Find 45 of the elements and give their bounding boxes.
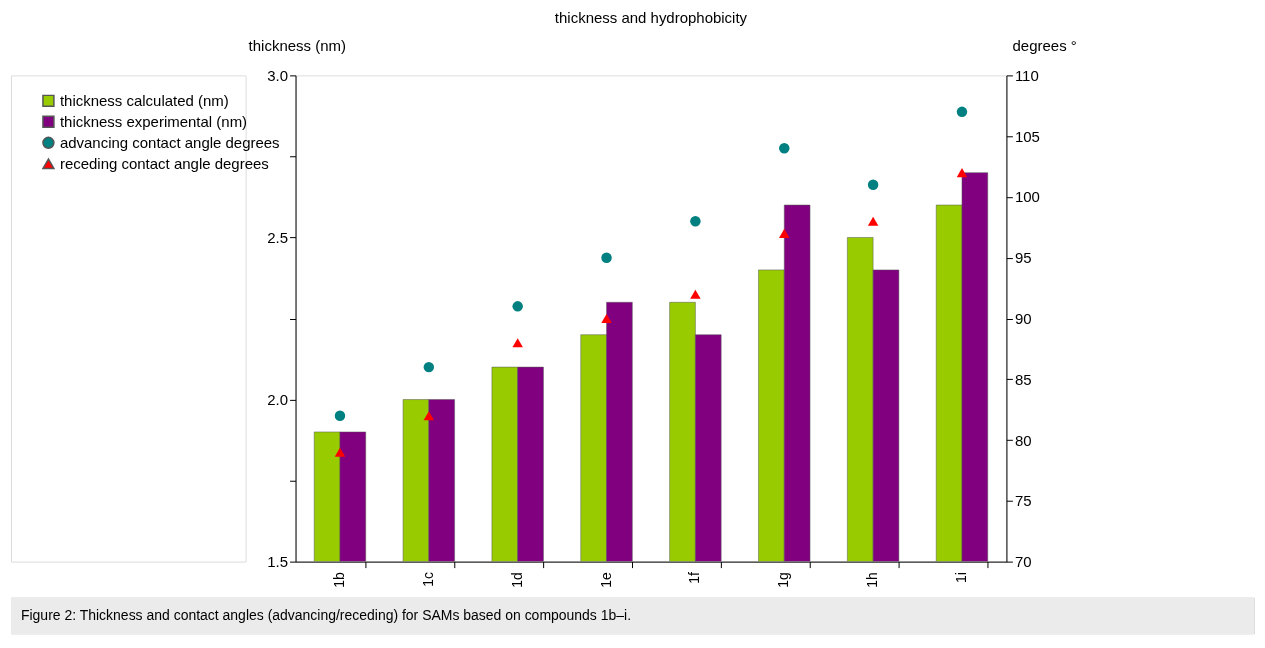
x-tick-label: 1e bbox=[597, 571, 614, 588]
y2-tick-label: 105 bbox=[1014, 127, 1040, 145]
point bbox=[690, 216, 701, 227]
chart-title: thickness and hydrophobicity bbox=[554, 9, 748, 27]
y-tick-label: 1.5 bbox=[267, 553, 289, 571]
x-tick-label: 1d bbox=[508, 572, 525, 588]
y-tick-label: 3.0 bbox=[267, 66, 289, 84]
point bbox=[334, 410, 346, 421]
y2-tick-label: 90 bbox=[1014, 309, 1032, 327]
x-tick-label: 1b bbox=[330, 571, 347, 588]
point bbox=[867, 216, 879, 226]
x-tick-label: 1i bbox=[952, 572, 969, 583]
point bbox=[512, 301, 523, 312]
y-axis-title: thickness (nm) bbox=[248, 36, 346, 54]
legend-label: thickness calculated (nm) bbox=[59, 91, 229, 109]
point bbox=[601, 252, 612, 263]
y-tick-label: 2.0 bbox=[267, 391, 289, 409]
point bbox=[867, 179, 879, 191]
point bbox=[423, 411, 435, 421]
x-tick-label: 1g bbox=[775, 572, 792, 588]
y2-tick-label: 95 bbox=[1014, 249, 1032, 267]
y2-tick-label: 85 bbox=[1014, 370, 1032, 388]
x-tick-label: 1f bbox=[686, 571, 703, 584]
x-tick-label: 1h bbox=[864, 572, 881, 588]
legend-label: receding contact angle degrees bbox=[59, 154, 269, 172]
x-tick-label: 1c bbox=[419, 572, 436, 587]
legend-label: advancing contact angle degrees bbox=[59, 133, 280, 151]
y2-tick-label: 110 bbox=[1014, 66, 1039, 84]
point bbox=[334, 447, 346, 457]
y2-tick-label: 75 bbox=[1014, 492, 1032, 510]
y2-axis-title: degrees ° bbox=[1012, 36, 1077, 54]
point bbox=[779, 143, 790, 154]
point bbox=[956, 168, 968, 178]
point bbox=[956, 106, 968, 118]
point bbox=[512, 338, 523, 348]
caption: Figure 2: Thickness and contact angles (advancing/receding) for SAMs based on compounds 1b–i. bbox=[20, 606, 632, 623]
legend-label: thickness experimental (nm) bbox=[59, 112, 248, 130]
point bbox=[690, 289, 701, 299]
y2-tick-label: 80 bbox=[1014, 431, 1032, 449]
y2-tick-label: 100 bbox=[1014, 188, 1040, 206]
point bbox=[423, 361, 435, 373]
y-tick-label: 2.5 bbox=[267, 228, 289, 246]
point bbox=[601, 313, 612, 324]
y2-tick-label: 70 bbox=[1014, 553, 1032, 571]
point bbox=[779, 228, 790, 238]
